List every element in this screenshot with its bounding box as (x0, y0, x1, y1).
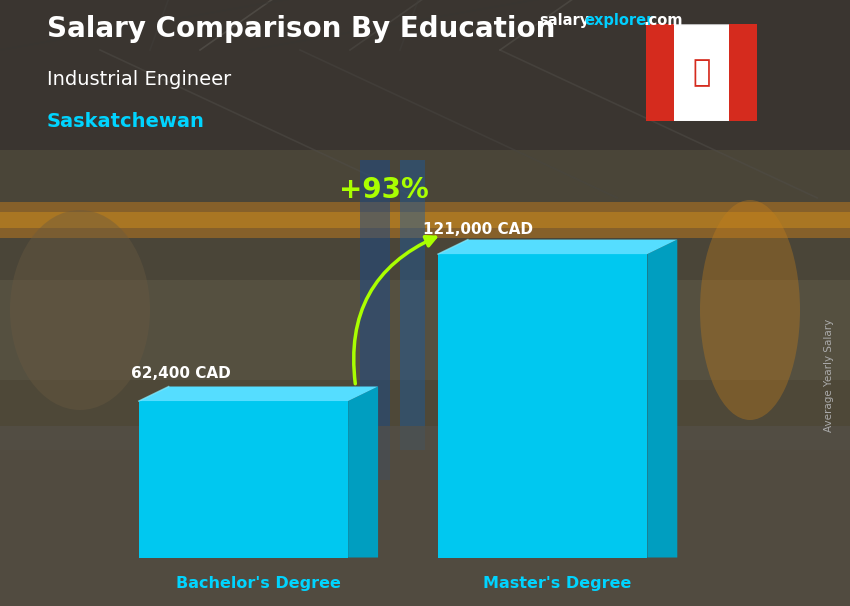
Text: explorer: explorer (585, 13, 654, 28)
Bar (0, 450, 850, 606)
Text: 121,000 CAD: 121,000 CAD (423, 222, 533, 236)
Bar (360, 160, 390, 480)
Text: salary: salary (540, 13, 590, 28)
Text: Bachelor's Degree: Bachelor's Degree (176, 576, 341, 591)
Polygon shape (648, 239, 677, 558)
Bar (0, 426, 850, 606)
Bar (646, 24, 673, 121)
Bar (0, 212, 850, 228)
Text: 62,400 CAD: 62,400 CAD (131, 366, 231, 381)
Polygon shape (139, 387, 378, 401)
Bar (0, 150, 850, 280)
Bar (0, 202, 850, 238)
Bar (400, 160, 425, 450)
Text: Salary Comparison By Education: Salary Comparison By Education (47, 15, 555, 43)
Text: Industrial Engineer: Industrial Engineer (47, 70, 231, 88)
Ellipse shape (700, 200, 800, 420)
Text: +93%: +93% (339, 176, 428, 204)
Text: Saskatchewan: Saskatchewan (47, 112, 205, 131)
Polygon shape (438, 239, 677, 254)
Bar (139, 401, 348, 558)
Text: Master's Degree: Master's Degree (484, 576, 632, 591)
Bar (0, 380, 850, 450)
Text: 🍁: 🍁 (692, 58, 711, 87)
Bar (728, 24, 756, 121)
Bar (0, 0, 850, 150)
Polygon shape (348, 387, 378, 558)
Bar (438, 254, 648, 558)
Ellipse shape (10, 210, 150, 410)
Text: .com: .com (643, 13, 683, 28)
Bar (0, 280, 850, 380)
Text: Average Yearly Salary: Average Yearly Salary (824, 319, 834, 432)
